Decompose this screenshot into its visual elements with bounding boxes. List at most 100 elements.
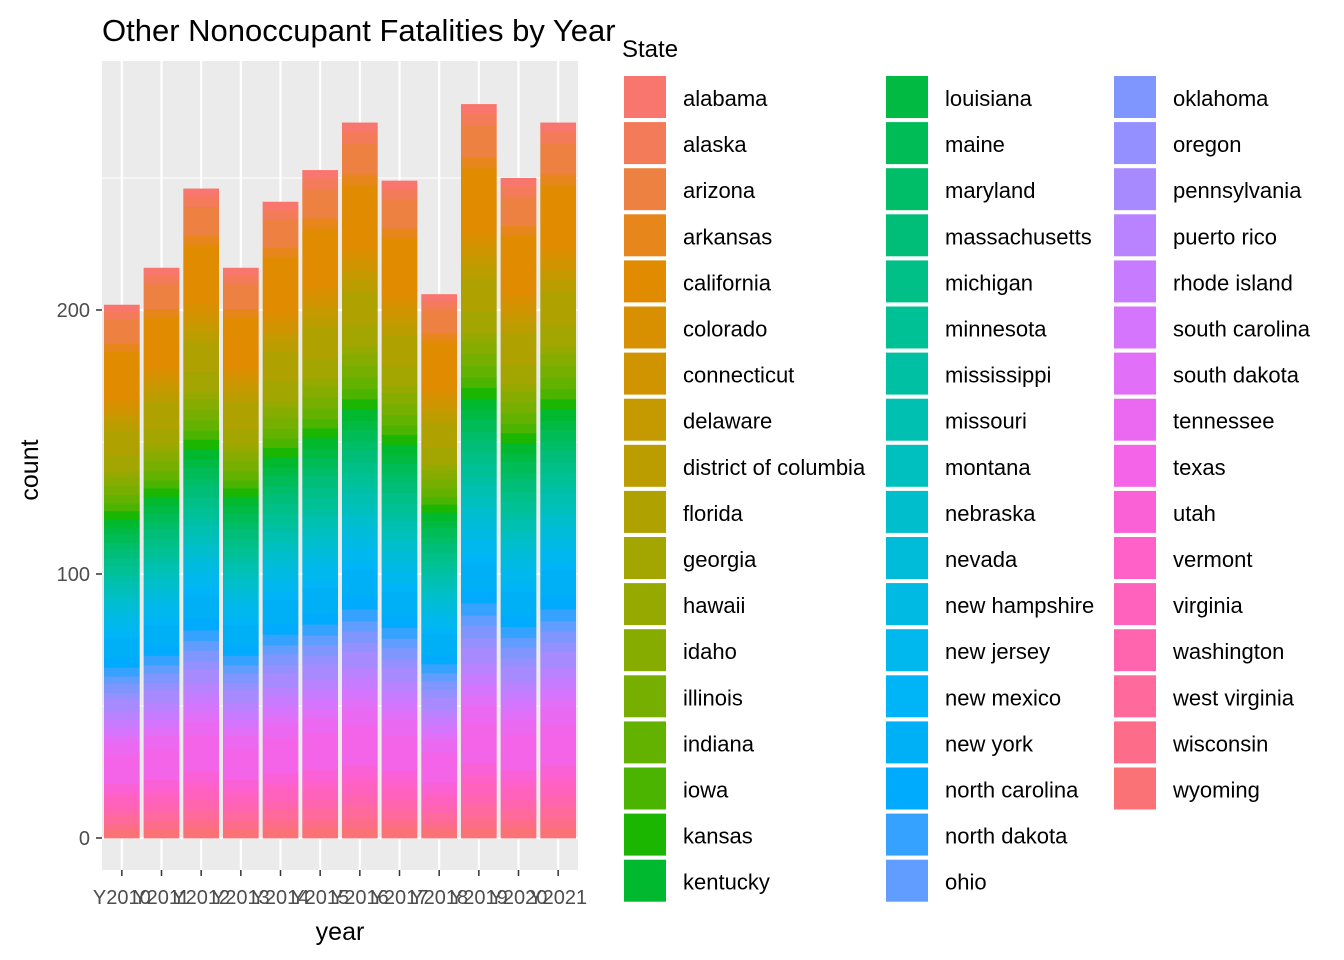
legend-label: nevada	[945, 547, 1018, 572]
bar-segment-maryland	[103, 542, 140, 550]
bar-segment-hawaii	[460, 333, 497, 342]
chart-title: Other Nonoccupant Fatalities by Year	[102, 13, 616, 48]
bar-segment-maine	[381, 463, 418, 475]
bar-segment-colorado	[262, 314, 299, 324]
legend-label: alabama	[683, 86, 768, 111]
legend-label: alaska	[683, 132, 747, 157]
legend-label: michigan	[945, 270, 1033, 295]
bar-segment-washington	[222, 804, 259, 813]
bar-segment-north-dakota	[460, 603, 497, 616]
bar-segment-arkansas	[262, 247, 299, 258]
bar-segment-mississippi	[222, 556, 259, 564]
bar-segment-missouri	[540, 493, 577, 506]
bar-segment-louisiana	[103, 526, 140, 535]
bar-segment-utah	[381, 770, 418, 782]
bar-segment-pennsylvania	[302, 664, 339, 680]
bar-segment-illinois	[540, 365, 577, 378]
bar-segment-new-jersey	[381, 570, 418, 584]
bar-segment-vermont	[262, 783, 299, 791]
bar-stack-Y2016	[341, 122, 378, 839]
bar-segment-south-dakota	[460, 695, 497, 707]
bar-segment-oklahoma	[143, 673, 180, 683]
bar-segment-new-hampshire	[341, 536, 378, 547]
bar-segment-illinois	[500, 402, 537, 414]
legend-item-texas: texas	[1114, 444, 1226, 487]
bar-segment-nebraska	[341, 514, 378, 527]
bar-segment-arizona	[143, 283, 180, 310]
bar-segment-south-carolina	[302, 698, 339, 709]
bar-segment-colorado	[540, 248, 577, 260]
bar-segment-puerto-rico	[341, 667, 378, 679]
legend-label: south dakota	[1173, 363, 1300, 388]
bar-segment-south-carolina	[262, 705, 299, 716]
legend-swatch	[886, 306, 928, 349]
bar-segment-vermont	[222, 788, 259, 796]
bar-segment-nebraska	[540, 514, 577, 527]
bar-segment-rhode-island	[143, 710, 180, 720]
bar-segment-oklahoma	[183, 650, 220, 662]
bar-segment-pennsylvania	[183, 669, 220, 684]
bar-segment-nebraska	[500, 539, 537, 551]
bar-segment-iowa	[540, 388, 577, 400]
bar-segment-puerto-rico	[103, 711, 140, 719]
legend-item-arkansas: arkansas	[624, 214, 772, 257]
bar-segment-alaska	[460, 113, 497, 126]
bar-segment-california	[421, 341, 458, 391]
bar-segment-oklahoma	[262, 654, 299, 665]
bar-segment-maine	[500, 461, 537, 473]
bar-segment-indiana	[222, 470, 259, 481]
legend-swatch	[624, 583, 666, 626]
bar-segment-delaware	[460, 255, 497, 266]
bar-segment-utah	[103, 783, 140, 793]
bar-segment-puerto-rico	[183, 683, 220, 693]
bar-segment-south-carolina	[183, 702, 220, 713]
bar-segment-new-york	[421, 634, 458, 655]
bar-segment-connecticut	[381, 306, 418, 317]
bar-segment-delaware	[222, 385, 259, 394]
bar-segment-washington	[183, 799, 220, 810]
legend-label: arkansas	[683, 224, 772, 249]
bar-segment-new-hampshire	[302, 556, 339, 567]
bar-segment-south-carolina	[143, 718, 180, 728]
legend-label: north carolina	[945, 778, 1079, 803]
bar-segment-nebraska	[103, 597, 140, 606]
bar-segment-minnesota	[460, 463, 497, 477]
bar-segment-vermont	[143, 788, 180, 796]
legend-label: south carolina	[1173, 317, 1311, 342]
bar-segment-wisconsin	[460, 816, 497, 828]
bar-segment-district-of-columbia	[500, 322, 537, 334]
bar-segment-tennessee	[381, 719, 418, 735]
bar-segment-alaska	[421, 300, 458, 310]
bar-segment-massachusetts	[103, 548, 140, 559]
bar-segment-oregon	[143, 682, 180, 691]
bar-segment-washington	[262, 800, 299, 810]
bar-segment-oregon	[460, 637, 497, 648]
bar-segment-louisiana	[460, 409, 497, 420]
bar-segment-minnesota	[222, 547, 259, 558]
bar-segment-south-carolina	[540, 688, 577, 700]
legend-item-north-carolina: north carolina	[886, 767, 1079, 810]
bar-segment-washington	[381, 799, 418, 809]
bar-segment-massachusetts	[460, 440, 497, 453]
legend-swatch	[886, 398, 928, 441]
legend-swatch	[886, 352, 928, 395]
bar-segment-north-carolina	[381, 615, 418, 628]
bar-segment-minnesota	[302, 497, 339, 509]
bar-segment-idaho	[302, 385, 339, 398]
bar-segment-south-dakota	[381, 710, 418, 720]
x-tick-label: Y2019	[450, 887, 508, 909]
bar-segment-california	[103, 351, 140, 400]
legend-item-nevada: nevada	[886, 537, 1018, 579]
legend-label: maine	[945, 132, 1005, 157]
bar-segment-missouri	[421, 576, 458, 586]
bar-segment-colorado	[143, 368, 180, 377]
bar-segment-hawaii	[381, 385, 418, 394]
legend-swatch	[624, 490, 666, 533]
bar-segment-new-jersey	[262, 578, 299, 593]
bar-segment-new-york	[540, 570, 577, 597]
bar-segment-montana	[183, 535, 220, 545]
bar-segment-texas	[183, 735, 220, 772]
bar-segment-maine	[222, 512, 259, 523]
bar-segment-connecticut	[222, 376, 259, 386]
bar-segment-michigan	[143, 538, 180, 548]
